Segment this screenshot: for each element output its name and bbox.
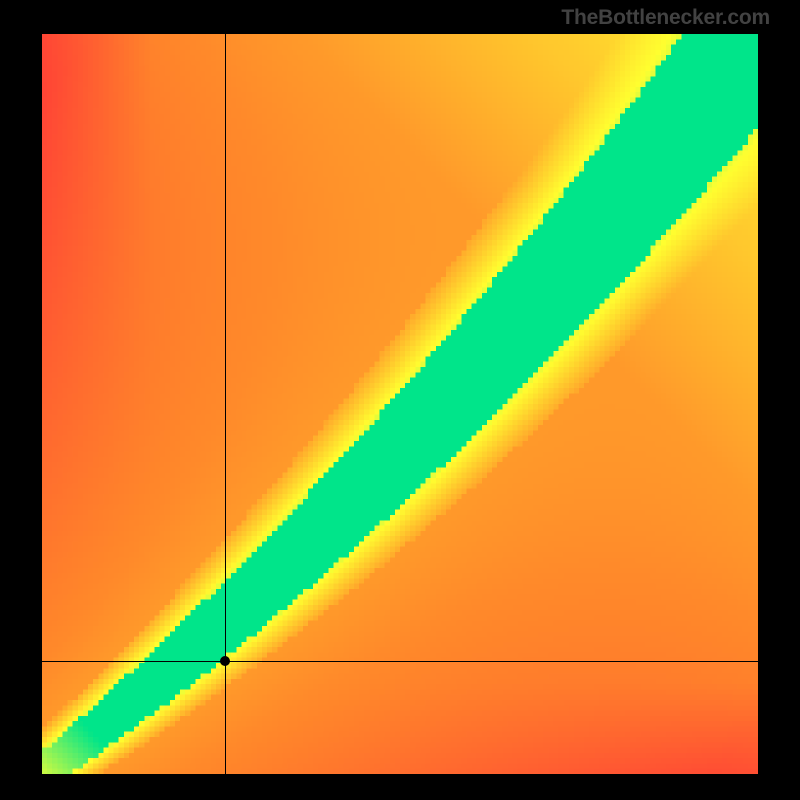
plot-area bbox=[42, 34, 758, 774]
bottleneck-heatmap bbox=[42, 34, 758, 774]
watermark-text: TheBottlenecker.com bbox=[561, 6, 770, 30]
chart-container: TheBottlenecker.com bbox=[0, 0, 800, 800]
